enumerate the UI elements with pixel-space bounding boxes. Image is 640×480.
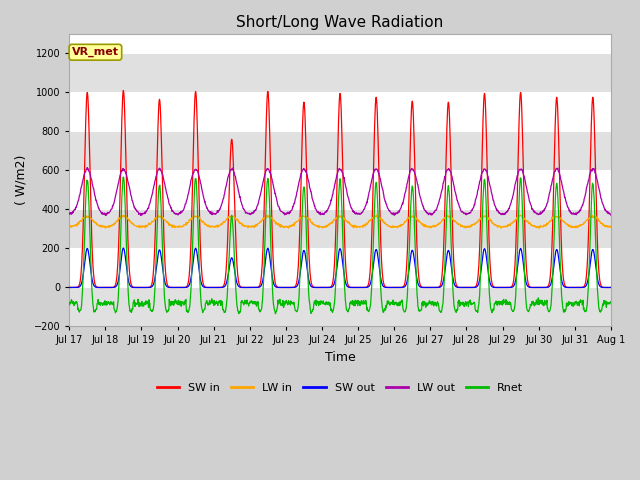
Bar [69,53,611,93]
Title: Short/Long Wave Radiation: Short/Long Wave Radiation [236,15,444,30]
Text: VR_met: VR_met [72,47,119,58]
X-axis label: Time: Time [324,351,355,364]
Legend: SW in, LW in, SW out, LW out, Rnet: SW in, LW in, SW out, LW out, Rnet [153,378,527,397]
Bar [69,288,611,326]
Y-axis label: ( W/m2): ( W/m2) [15,155,28,205]
Bar [69,209,611,249]
Bar [69,132,611,170]
